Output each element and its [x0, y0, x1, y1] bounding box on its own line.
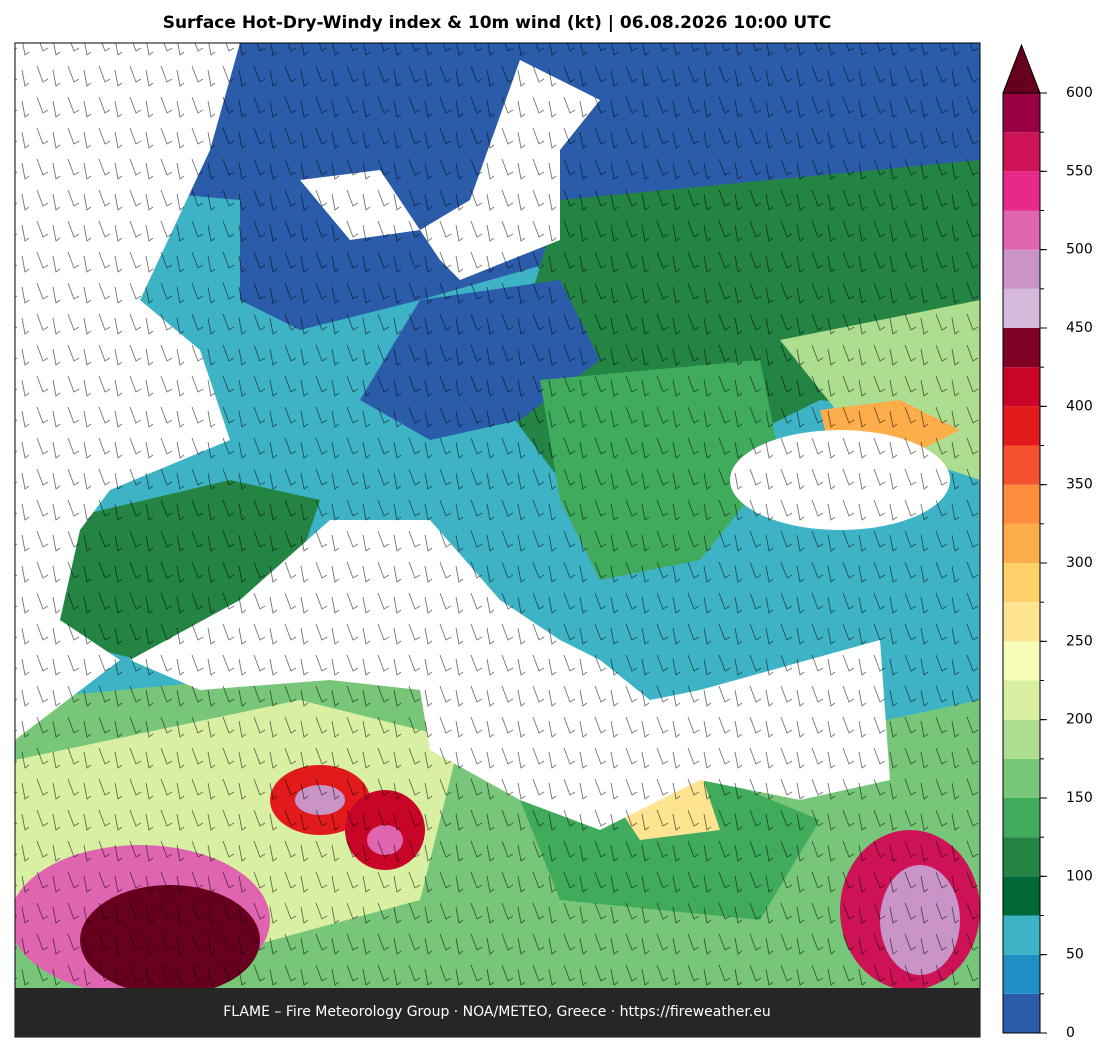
colorbar-tick-label: 500 — [1066, 242, 1093, 258]
colorbar-tick-label: 350 — [1066, 477, 1093, 493]
colorbar-bin — [1003, 249, 1040, 289]
colorbar-bin — [1003, 171, 1040, 211]
colorbar: 0 50 100 150 200 250 300 350 400 450 500 550 600 — [1002, 43, 1093, 1041]
colorbar-tick-label: 450 — [1066, 320, 1093, 336]
colorbar-bin — [1003, 758, 1040, 798]
colorbar-tick-label: 200 — [1066, 712, 1093, 728]
colorbar-bin — [1003, 93, 1040, 133]
colorbar-tick-label: 600 — [1066, 85, 1093, 101]
colorbar-bin — [1003, 641, 1040, 681]
colorbar-bin — [1003, 993, 1040, 1033]
colorbar-bin — [1003, 915, 1040, 955]
colorbar-tick-label: 0 — [1066, 1025, 1075, 1041]
colorbar-bin — [1003, 837, 1040, 877]
footer: FLAME – Fire Meteorology Group · NOA/MET… — [223, 1004, 771, 1020]
colorbar-bin — [1003, 719, 1040, 759]
colorbar-bin — [1003, 406, 1040, 446]
title: Surface Hot-Dry-Windy index & 10m wind (… — [163, 13, 832, 33]
colorbar-bin — [1003, 680, 1040, 720]
footer-bar — [15, 988, 980, 1037]
colorbar-tick-label: 250 — [1066, 633, 1093, 649]
colorbar-tick-label: 50 — [1066, 947, 1084, 963]
colorbar-tick-label: 550 — [1066, 163, 1093, 179]
colorbar-tick-label: 400 — [1066, 398, 1093, 414]
map — [15, 43, 980, 988]
colorbar-bin — [1003, 210, 1040, 250]
colorbar-bin — [1003, 484, 1040, 524]
colorbar-bin — [1003, 602, 1040, 642]
colorbar-bin — [1003, 132, 1040, 172]
colorbar-bin — [1003, 563, 1040, 603]
colorbar-bin — [1003, 954, 1040, 994]
colorbar-bin — [1003, 798, 1040, 838]
colorbar-bin — [1003, 876, 1040, 916]
colorbar-bin — [1003, 523, 1040, 563]
colorbar-tick-label: 300 — [1066, 555, 1093, 571]
colorbar-tick-label: 100 — [1066, 868, 1093, 884]
colorbar-bin — [1003, 328, 1040, 368]
colorbar-extend — [1002, 43, 1041, 94]
colorbar-bin — [1003, 367, 1040, 407]
colorbar-tick-label: 150 — [1066, 790, 1093, 806]
colorbar-bin — [1003, 288, 1040, 328]
colorbar-bin — [1003, 445, 1040, 485]
